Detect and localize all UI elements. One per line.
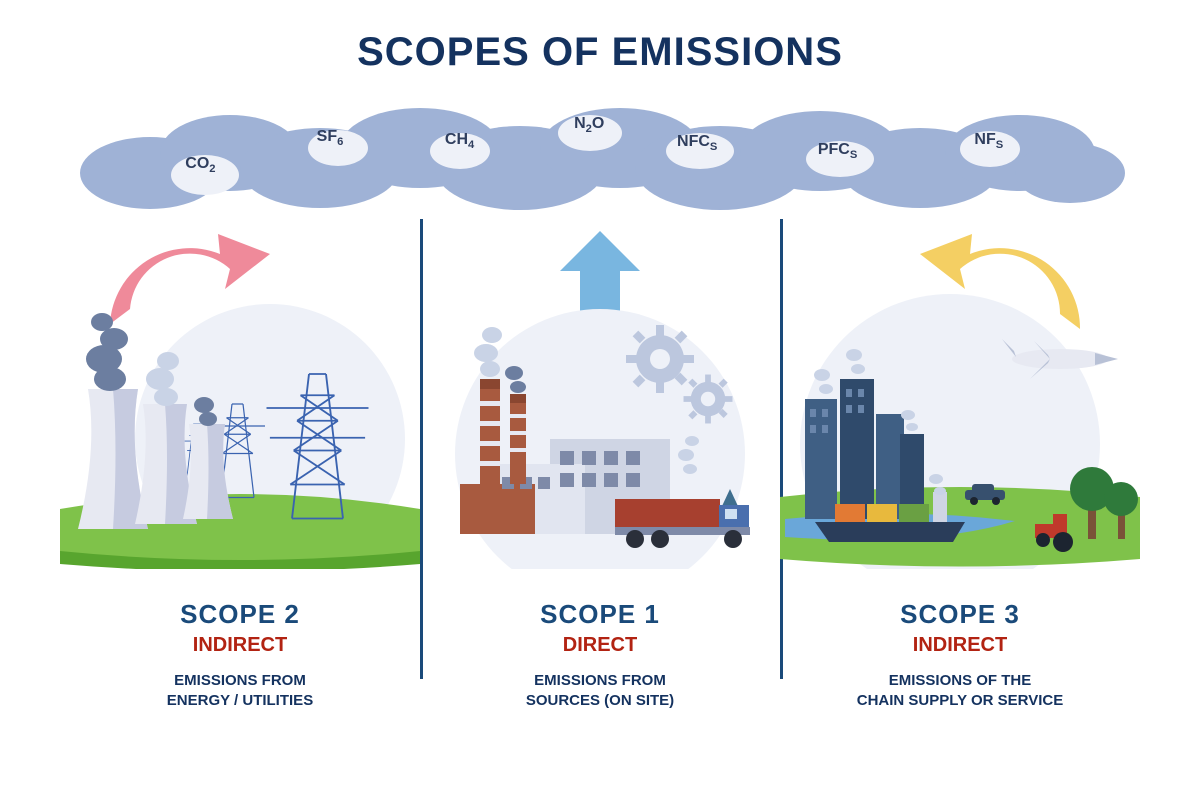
scope1-name: SCOPE 1 [420, 599, 780, 630]
cloud-band: CO2 SF6 CH4 N2O NFCS PFCS NFS [60, 93, 1140, 223]
infographic-stage: SCOPES OF EMISSIONS [60, 30, 1140, 762]
label-scope3: SCOPE 3 INDIRECT EMISSIONS OF THE CHAIN … [780, 599, 1140, 712]
gas-label: PFCS [818, 141, 857, 161]
label-scope1: SCOPE 1 DIRECT EMISSIONS FROM SOURCES (O… [420, 599, 780, 712]
panel-scope1 [420, 229, 780, 569]
scope3-type: INDIRECT [780, 634, 1140, 657]
clouds-svg [60, 93, 1140, 223]
scope2-desc: EMISSIONS FROM ENERGY / UTILITIES [60, 671, 420, 712]
labels-row: SCOPE 2 INDIRECT EMISSIONS FROM ENERGY /… [60, 599, 1140, 712]
scope1-desc: EMISSIONS FROM SOURCES (ON SITE) [420, 671, 780, 712]
gas-label: NFCS [677, 133, 717, 153]
gas-label: NFS [974, 131, 1003, 151]
panels-row [60, 229, 1140, 569]
illustration-scope1 [420, 229, 780, 569]
scope1-type: DIRECT [420, 634, 780, 657]
gas-label: N2O [574, 115, 604, 135]
scope3-name: SCOPE 3 [780, 599, 1140, 630]
scope2-name: SCOPE 2 [60, 599, 420, 630]
gas-label: SF6 [317, 128, 344, 148]
panel-scope2 [60, 229, 420, 569]
panel-scope3 [780, 229, 1140, 569]
gas-label: CH4 [445, 131, 474, 151]
gas-label: CO2 [185, 155, 215, 175]
illustration-scope3 [780, 229, 1140, 569]
scope3-desc: EMISSIONS OF THE CHAIN SUPPLY OR SERVICE [780, 671, 1140, 712]
scope2-type: INDIRECT [60, 634, 420, 657]
label-scope2: SCOPE 2 INDIRECT EMISSIONS FROM ENERGY /… [60, 599, 420, 712]
illustration-scope2 [60, 229, 420, 569]
page-title: SCOPES OF EMISSIONS [60, 30, 1140, 75]
